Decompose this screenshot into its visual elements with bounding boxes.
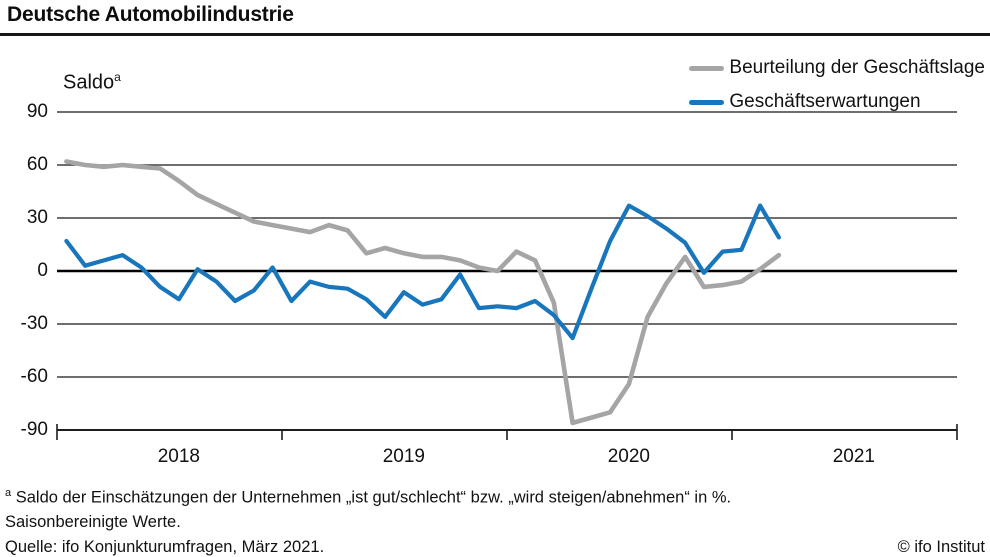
legend-item-geschaeftserwartungen: Geschäftserwartungen — [689, 91, 921, 113]
y-tick-label: -60 — [20, 366, 48, 387]
y-axis-title-superscript: a — [114, 70, 121, 84]
y-tick-label: -90 — [20, 419, 48, 440]
y-tick-label: 0 — [37, 260, 48, 281]
source-text: Quelle: ifo Konjunkturumfragen, März 202… — [5, 537, 325, 556]
y-tick-label: -30 — [20, 313, 48, 334]
legend-label-geschaeftserwartungen: Geschäftserwartungen — [729, 91, 921, 112]
y-axis-title-text: Saldo — [63, 71, 115, 94]
footnote-definition: a Saldo der Einschätzungen der Unternehm… — [5, 481, 985, 510]
series-line-geschaeftserwartungen — [64, 203, 782, 341]
legend-item-geschaeftslage: Beurteilung der Geschäftslage — [689, 57, 985, 79]
legend-label-geschaeftslage: Beurteilung der Geschäftslage — [729, 57, 985, 78]
x-tick-label: 2021 — [832, 446, 876, 467]
y-tick-label: 60 — [26, 154, 48, 175]
x-tick-label: 2018 — [157, 446, 201, 467]
x-tick-label: 2019 — [382, 446, 426, 467]
footnotes: a Saldo der Einschätzungen der Unternehm… — [5, 481, 985, 557]
geschaeftslage-line-swatch — [689, 65, 725, 71]
y-tick-label: 30 — [26, 207, 48, 228]
legend: Beurteilung der Geschäftslage Geschäftse… — [689, 57, 985, 113]
series-line-geschaeftslage — [64, 159, 782, 426]
source-row: Quelle: ifo Konjunkturumfragen, März 202… — [5, 535, 985, 557]
page-title: Deutsche Automobilindustrie — [7, 3, 294, 26]
footnote-seasonal: Saisonbereinigte Werte. — [5, 513, 181, 532]
copyright-text: © ifo Institut — [897, 537, 985, 556]
footnote-text: Saldo der Einschätzungen der Unternehmen… — [15, 488, 732, 507]
x-tick-label: 2020 — [607, 446, 651, 467]
y-axis-title: Saldoa — [63, 70, 121, 95]
footnote-superscript: a — [5, 487, 12, 499]
y-tick-label: 90 — [26, 101, 48, 122]
title-rule — [0, 33, 990, 36]
geschaeftserwartungen-line-swatch — [689, 99, 725, 105]
